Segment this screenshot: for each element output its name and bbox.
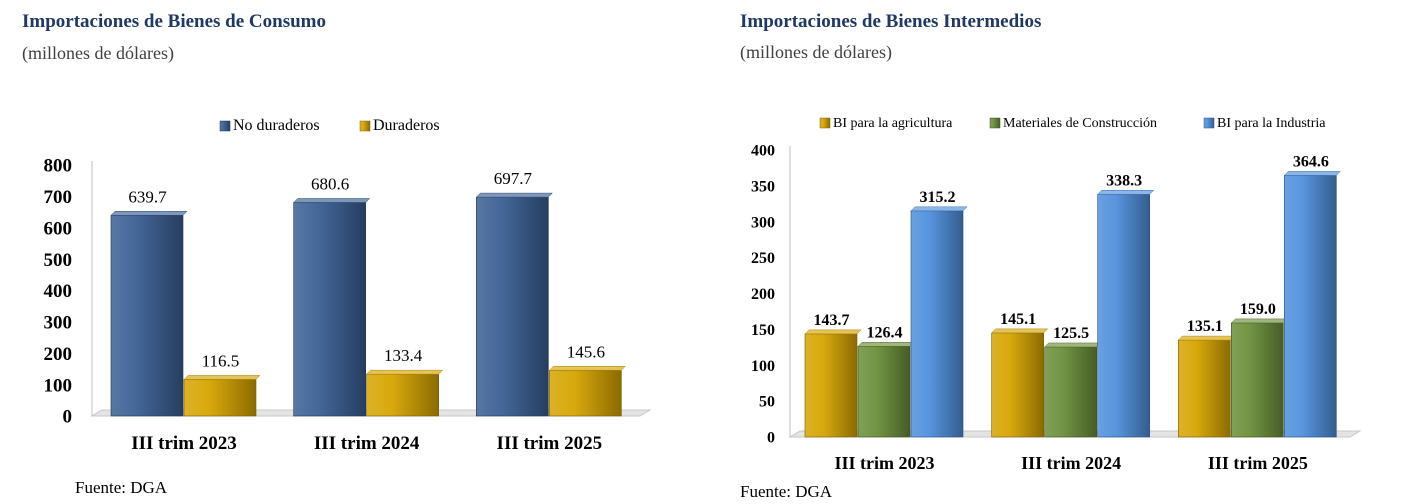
y-tick-label: 0: [767, 430, 775, 447]
bar: [366, 373, 439, 417]
bar: [1231, 322, 1284, 438]
legend-label: Materiales de Construcción: [1003, 116, 1157, 131]
left-bar-chart: 0 100 200 300 400 500 600 700 800 639.7 116.5 III t…: [44, 117, 652, 454]
y-tick-label: 500: [44, 250, 73, 271]
bar: [910, 210, 964, 438]
y-tick-label: 400: [44, 281, 73, 302]
data-label: 338.3: [1106, 172, 1142, 189]
legend-swatch: [1203, 117, 1215, 129]
legend-label: No duraderos: [233, 117, 320, 134]
bar-top: [293, 198, 371, 203]
data-label: 697.7: [494, 169, 533, 188]
right-chart-subtitle: (millones de dólares): [740, 42, 892, 62]
bar-top: [804, 329, 862, 335]
data-label: 143.7: [814, 312, 850, 329]
y-tick-label: 300: [751, 214, 775, 231]
bar-top: [857, 342, 915, 347]
right-source-note: Fuente: DGA: [740, 482, 833, 501]
bar: [804, 333, 858, 438]
data-label: 116.5: [202, 351, 240, 370]
data-label: 145.6: [567, 342, 605, 361]
bar: [1044, 346, 1097, 438]
bar-top: [110, 211, 188, 216]
y-tick-label: 0: [63, 407, 73, 428]
bar-top: [548, 366, 626, 371]
bar: [991, 332, 1044, 438]
bar-top: [475, 192, 553, 198]
bar-top: [910, 206, 968, 212]
bar: [183, 379, 257, 417]
x-category-label: III trim 2025: [497, 433, 603, 454]
y-tick-label: 300: [44, 313, 73, 334]
legend-label: BI para la agricultura: [833, 116, 953, 131]
data-label: 639.7: [128, 187, 167, 206]
right-bar-chart: 0 50 100 150 200 250 300 350 400 143.7 126.4 315.2 I…: [751, 116, 1362, 473]
right-chart-title: Importaciones de Bienes Intermedios: [740, 11, 1042, 32]
y-tick-label: 600: [44, 218, 73, 239]
y-tick-label: 50: [759, 394, 775, 411]
data-label: 159.0: [1240, 301, 1276, 318]
y-tick-label: 700: [44, 187, 73, 208]
bar-top: [1044, 342, 1102, 348]
data-label: 126.4: [867, 324, 903, 341]
y-tick-label: 100: [751, 358, 775, 375]
y-tick-label: 400: [751, 143, 775, 160]
data-label: 364.6: [1293, 153, 1329, 170]
data-label: 133.4: [384, 346, 423, 365]
y-tick-label: 150: [751, 322, 775, 339]
bar-top: [366, 369, 444, 375]
bar: [293, 202, 366, 417]
bar-top: [991, 328, 1049, 334]
legend-label: Duraderos: [373, 117, 440, 134]
legend-swatch: [819, 117, 831, 129]
left-chart-title: Importaciones de Bienes de Consumo: [22, 11, 327, 32]
data-label: 135.1: [1187, 318, 1223, 335]
bar: [1284, 175, 1337, 438]
y-tick-label: 350: [751, 178, 775, 195]
bar-top: [1283, 171, 1341, 176]
y-tick-label: 100: [44, 375, 73, 396]
bar: [1097, 193, 1150, 438]
bar-top: [1177, 335, 1235, 341]
bar-top: [183, 375, 261, 380]
data-label: 680.6: [311, 174, 349, 193]
bar: [857, 346, 911, 438]
bar-top: [1097, 190, 1155, 195]
data-label: 125.5: [1053, 325, 1089, 342]
legend-label: BI para la Industria: [1217, 116, 1326, 131]
bar-top: [1230, 318, 1288, 324]
x-category-label: III trim 2023: [835, 453, 935, 473]
x-category-label: III trim 2024: [1021, 453, 1121, 473]
bar: [1178, 339, 1231, 438]
x-category-label: III trim 2025: [1208, 453, 1308, 473]
y-tick-label: 800: [44, 156, 73, 177]
y-tick-label: 200: [44, 344, 73, 365]
data-label: 315.2: [920, 189, 956, 206]
x-category-label: III trim 2023: [131, 433, 237, 454]
y-tick-label: 250: [751, 250, 775, 267]
left-source-note: Fuente: DGA: [75, 478, 168, 497]
left-chart-subtitle: (millones de dólares): [22, 43, 174, 63]
data-label: 145.1: [1000, 311, 1036, 328]
bar: [476, 196, 549, 417]
bar: [549, 370, 622, 417]
legend-swatch: [989, 117, 1001, 129]
x-category-label: III trim 2024: [314, 433, 420, 454]
legend-swatch: [219, 120, 231, 132]
y-tick-label: 200: [751, 286, 775, 303]
bar: [110, 214, 184, 417]
legend-swatch: [359, 120, 371, 132]
